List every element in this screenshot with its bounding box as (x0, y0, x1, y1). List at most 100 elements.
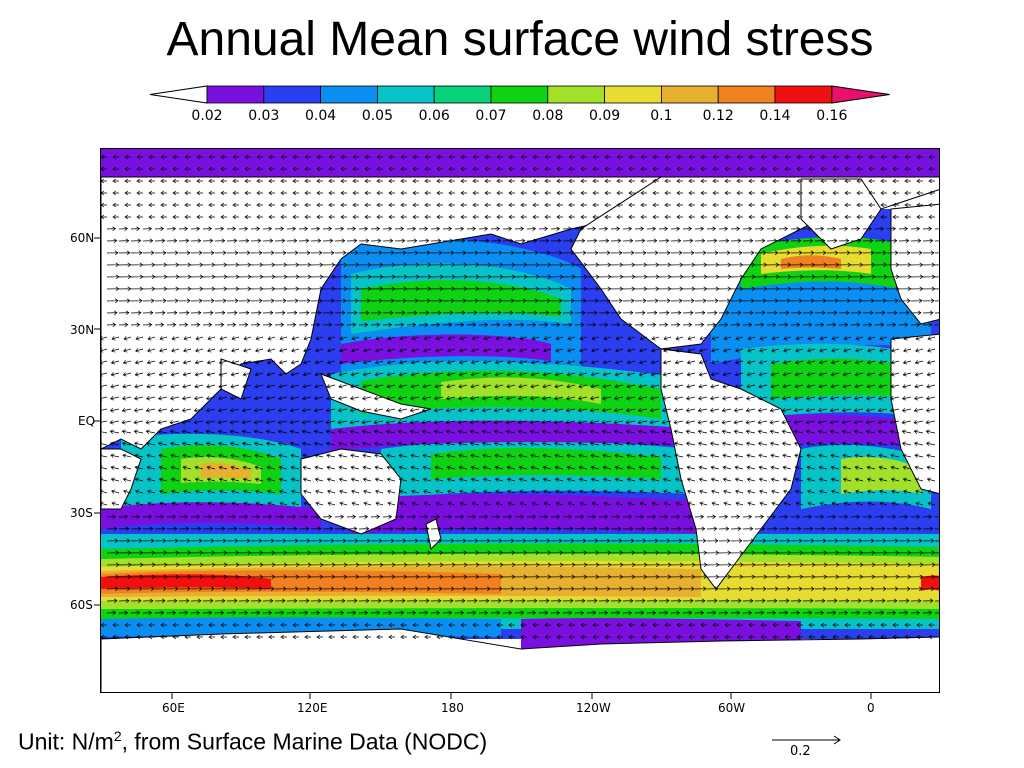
wind-vector (178, 310, 190, 315)
wind-vector (230, 372, 240, 377)
wind-vector (220, 178, 227, 184)
wind-vector (854, 372, 864, 377)
wind-vector (208, 178, 215, 184)
wind-vector (598, 226, 609, 231)
wind-vector (782, 372, 792, 377)
wind-vector (304, 202, 311, 208)
wind-vector (442, 322, 453, 327)
wind-vector (470, 384, 480, 389)
wind-vector (184, 190, 191, 196)
wind-vector (838, 250, 851, 255)
wind-vector (622, 322, 633, 327)
wind-vector (194, 360, 204, 365)
wind-vector (808, 166, 815, 172)
wind-vector (206, 384, 216, 389)
wind-vector (610, 298, 623, 303)
wind-vector (771, 336, 780, 341)
wind-vector (742, 250, 755, 255)
wind-vector (238, 310, 250, 315)
wind-vector (362, 384, 372, 389)
wind-vector (466, 322, 477, 327)
wind-vector (101, 348, 108, 353)
wind-vector (364, 202, 371, 208)
wind-vector (373, 396, 384, 401)
wind-vector (746, 384, 756, 389)
wind-vector (914, 384, 924, 389)
wind-vector (592, 190, 599, 196)
wind-vector (289, 396, 300, 401)
wind-vector (928, 214, 935, 220)
wind-vector (208, 166, 215, 172)
wind-vector (808, 154, 815, 160)
wind-vector (796, 190, 803, 196)
wind-vector (268, 202, 275, 208)
wind-vector (286, 310, 298, 315)
wind-vector (484, 202, 491, 208)
wind-vector (242, 360, 252, 365)
wind-vector (101, 166, 107, 172)
wind-vector (106, 322, 117, 327)
wind-vector (615, 348, 624, 353)
wind-vector (109, 396, 120, 401)
wind-vector (562, 238, 574, 243)
wind-vector (796, 202, 803, 208)
wind-vector (735, 348, 744, 353)
wind-vector (460, 202, 467, 208)
wind-vector (277, 408, 288, 413)
wind-vector (340, 166, 347, 172)
wind-vector (243, 336, 252, 341)
wind-vector (880, 202, 887, 208)
wind-vector (214, 226, 225, 231)
wind-vector (544, 214, 551, 220)
wind-vector (639, 348, 648, 353)
wind-vector (742, 286, 756, 291)
wind-vector (934, 300, 939, 302)
wind-vector (778, 310, 790, 315)
wind-vector (448, 190, 455, 196)
wind-vector (123, 336, 132, 341)
wind-vector (700, 214, 707, 220)
wind-vector (482, 360, 492, 365)
wind-vector (694, 286, 708, 291)
wind-vector (532, 190, 539, 196)
wind-vector (838, 262, 852, 267)
wind-vector (406, 250, 419, 255)
wind-vector (663, 348, 672, 353)
wind-vector (590, 384, 600, 389)
wind-vector (314, 372, 324, 377)
wind-vector (770, 360, 780, 365)
wind-vector (928, 202, 935, 208)
wind-vector (664, 190, 671, 196)
wind-vector (844, 154, 851, 160)
wind-vector (796, 178, 803, 184)
wind-vector (298, 322, 309, 327)
wind-vector (850, 286, 864, 291)
wind-vector (422, 372, 432, 377)
wind-vector (262, 322, 273, 327)
wind-vector (418, 322, 429, 327)
wind-vector (766, 322, 777, 327)
wind-vector (184, 154, 191, 160)
wind-vector (712, 154, 719, 160)
wind-vector (304, 190, 311, 196)
wind-vector (182, 360, 192, 365)
wind-vector (454, 262, 468, 267)
wind-vector (146, 384, 156, 389)
wind-vector (880, 166, 887, 172)
wind-vector (562, 298, 575, 303)
wind-vector (826, 262, 840, 267)
wind-vector (766, 238, 778, 243)
wind-vector (253, 408, 264, 413)
wind-vector (862, 262, 876, 267)
wind-vector (202, 238, 214, 243)
wind-vector (469, 396, 480, 401)
wind-vector (652, 202, 659, 208)
wind-vector (862, 238, 874, 243)
wind-vector (195, 336, 204, 341)
wind-vector (340, 214, 347, 220)
wind-vector (350, 384, 360, 389)
wind-vector (603, 348, 612, 353)
wind-vector (682, 322, 693, 327)
wind-vector (254, 360, 264, 365)
wind-vector (219, 336, 228, 341)
